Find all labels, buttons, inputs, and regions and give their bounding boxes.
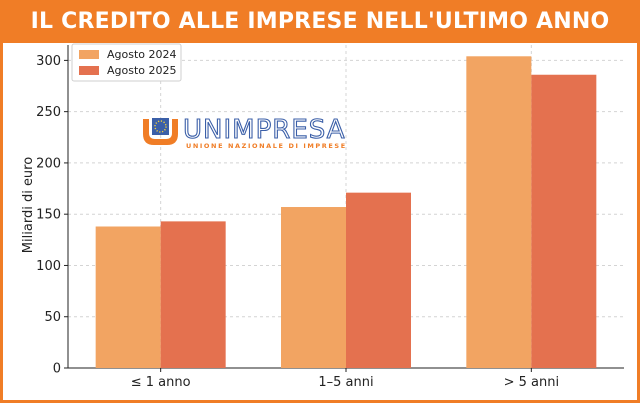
logo-u-mark — [143, 119, 178, 145]
x-tick-label: 1–5 anni — [318, 375, 373, 390]
bar-2025 — [160, 221, 226, 368]
y-tick-label: 250 — [36, 105, 61, 120]
x-tick-label: ≤ 1 anno — [131, 375, 191, 390]
legend-swatch-2024 — [79, 50, 99, 59]
bars — [95, 56, 597, 369]
bar-2025 — [531, 74, 597, 368]
y-tick-label: 300 — [36, 54, 61, 69]
legend-box — [71, 43, 182, 82]
x-tick-label: > 5 anni — [504, 375, 560, 390]
legend-label-2025: Agosto 2025 — [107, 64, 177, 77]
y-tick-label: 50 — [44, 310, 61, 325]
logo-tagline: UNIONE NAZIONALE DI IMPRESE — [186, 142, 347, 150]
logo-eu-stars — [154, 120, 167, 133]
x-axis: ≤ 1 anno 1–5 anni > 5 anni — [68, 367, 624, 390]
bar-2025 — [346, 192, 411, 368]
legend: Agosto 2024 Agosto 2025 — [71, 43, 182, 82]
unimpresa-logo: UNIMPRESA UNIONE NAZIONALE DI IMPRESE — [143, 114, 347, 150]
y-axis: 0 50 100 150 200 250 300 — [36, 45, 69, 377]
chart-title: IL CREDITO ALLE IMPRESE NELL'ULTIMO ANNO — [30, 9, 610, 34]
bar-2024 — [281, 207, 346, 368]
logo-wordmark: UNIMPRESA — [183, 115, 346, 145]
legend-swatch-2025 — [79, 66, 99, 75]
y-tick-label: 0 — [53, 362, 61, 377]
y-tick-label: 150 — [36, 208, 61, 223]
title-banner: IL CREDITO ALLE IMPRESE NELL'ULTIMO ANNO — [0, 0, 640, 43]
y-axis-label: Miliardi di euro — [21, 157, 36, 253]
bar-2024 — [95, 226, 161, 368]
y-tick-label: 100 — [36, 259, 61, 274]
legend-label-2024: Agosto 2024 — [107, 48, 177, 61]
y-tick-label: 200 — [36, 156, 61, 171]
bar-2024 — [466, 56, 532, 369]
